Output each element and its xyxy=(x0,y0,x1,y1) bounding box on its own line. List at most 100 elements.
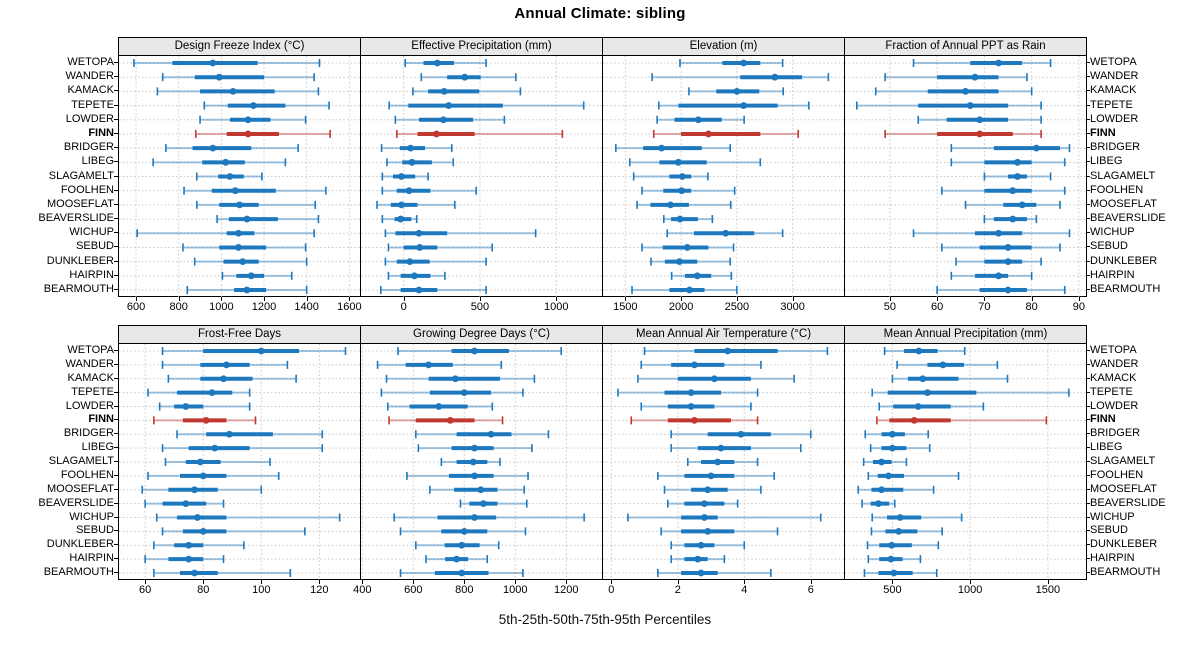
station-tick-mark xyxy=(1086,447,1090,449)
series-row-foolhen xyxy=(406,471,529,480)
median-dot xyxy=(480,500,487,508)
series-row-bearmouth xyxy=(380,286,487,294)
median-dot xyxy=(451,375,459,383)
series-row-wander xyxy=(884,73,1028,82)
station-tick-mark xyxy=(1086,289,1090,290)
tick-label: 1200 xyxy=(251,301,277,313)
median-dot xyxy=(1009,215,1017,223)
tick-mark xyxy=(203,580,205,584)
tick-label: 2 xyxy=(674,584,681,596)
chart-title: Annual Climate: sibling xyxy=(514,5,686,22)
median-dot xyxy=(202,416,210,424)
tick-label: 4 xyxy=(741,584,748,596)
station-tick-mark xyxy=(1086,350,1090,351)
series-row-foolhen xyxy=(147,471,280,480)
series-row-tepete xyxy=(657,101,810,110)
series-row-tepete xyxy=(388,101,585,110)
series-row-slagamelt xyxy=(440,458,501,466)
tick-label: 0 xyxy=(608,584,615,596)
panel-plot xyxy=(603,344,844,580)
series-row-wichup xyxy=(384,229,537,238)
median-dot xyxy=(247,272,255,280)
tick-label: 100 xyxy=(252,584,271,596)
series-row-sebud xyxy=(941,243,1061,252)
median-dot xyxy=(439,116,447,124)
series-row-beaverslide xyxy=(667,499,739,508)
series-row-hairpin xyxy=(950,271,1033,280)
median-dot xyxy=(415,286,423,294)
series-row-libeg xyxy=(386,158,455,167)
series-row-lowder xyxy=(158,402,251,411)
tick-label: 400 xyxy=(353,584,372,596)
tick-label: 60 xyxy=(931,301,944,313)
station-label: FINN xyxy=(1090,126,1116,139)
median-dot xyxy=(226,173,234,180)
series-row-beaverslide xyxy=(144,499,225,508)
station-label: SEBUD xyxy=(1090,524,1128,537)
station-tick-mark xyxy=(1086,558,1090,560)
median-dot xyxy=(415,229,423,237)
median-dot xyxy=(733,87,741,95)
series-row-libeg xyxy=(152,158,287,167)
series-row-libeg xyxy=(161,444,324,453)
series-row-finn xyxy=(884,129,1042,138)
tick-label: 90 xyxy=(1072,301,1086,313)
series-row-dunkleber xyxy=(866,541,940,550)
x-axis-0-row1: 60 80 100 120 xyxy=(118,580,361,600)
station-label: WICHUP xyxy=(1090,226,1135,239)
panel-header: Growing Degree Days (°C) xyxy=(361,326,602,344)
station-tick-mark xyxy=(114,350,118,351)
station-labels-right: WETOPA WANDER KAMACK TEPETE LOWDER FINN BRIDGE… xyxy=(1086,325,1200,580)
median-dot xyxy=(243,215,251,223)
tick-label: 6 xyxy=(807,584,814,596)
series-row-slagamelt xyxy=(686,458,759,466)
median-dot xyxy=(225,430,233,438)
station-label: LOWDER xyxy=(65,399,114,412)
series-row-slagamelt xyxy=(381,172,429,181)
median-dot xyxy=(407,144,414,152)
median-dot xyxy=(239,258,247,266)
series-row-dunkleber xyxy=(955,257,1042,266)
tick-mark xyxy=(178,297,180,301)
series-row-libeg xyxy=(628,158,762,167)
station-tick-mark xyxy=(114,502,118,504)
tick-mark xyxy=(479,297,481,301)
station-tick-mark xyxy=(1086,516,1090,518)
series-row-foolhen xyxy=(183,186,327,195)
median-dot xyxy=(231,187,239,195)
tick-label: 600 xyxy=(126,301,146,313)
median-dot xyxy=(249,102,257,109)
median-dot xyxy=(445,102,453,109)
tick-label: 600 xyxy=(404,584,423,596)
tick-mark xyxy=(319,580,321,584)
station-label: TEPETE xyxy=(1090,98,1133,111)
median-dot xyxy=(471,514,478,521)
tick-label: 800 xyxy=(455,584,474,596)
station-labels-right: WETOPA WANDER KAMACK TEPETE LOWDER FINN BRIDGE… xyxy=(1086,37,1200,297)
station-label: BEARMOUTH xyxy=(1090,283,1161,295)
station-label: WANDER xyxy=(1090,70,1139,83)
series-row-beaverslide xyxy=(381,215,418,224)
series-row-wichup xyxy=(627,513,822,522)
series-row-wander xyxy=(896,360,999,369)
median-dot xyxy=(740,102,747,109)
station-label: KAMACK xyxy=(1090,371,1137,384)
tick-mark xyxy=(221,297,223,301)
median-dot xyxy=(896,514,904,521)
station-label: LIBEG xyxy=(81,155,114,168)
station-label: MOOSEFLAT xyxy=(46,197,114,210)
series-row-mooseflat xyxy=(636,200,732,209)
series-row-bridger xyxy=(670,430,812,439)
tick-label: 500 xyxy=(883,584,902,596)
series-row-sebud xyxy=(660,527,779,536)
station-tick-mark xyxy=(114,377,118,379)
median-dot xyxy=(939,361,947,369)
panel-plot xyxy=(603,56,844,297)
station-tick-mark xyxy=(1086,572,1090,573)
panel-plot xyxy=(845,344,1086,580)
series-row-slagamelt xyxy=(164,458,271,466)
series-row-slagamelt xyxy=(862,458,908,466)
series-row-hairpin xyxy=(867,555,922,564)
tick-mark xyxy=(984,297,986,301)
series-row-finn xyxy=(396,129,564,138)
